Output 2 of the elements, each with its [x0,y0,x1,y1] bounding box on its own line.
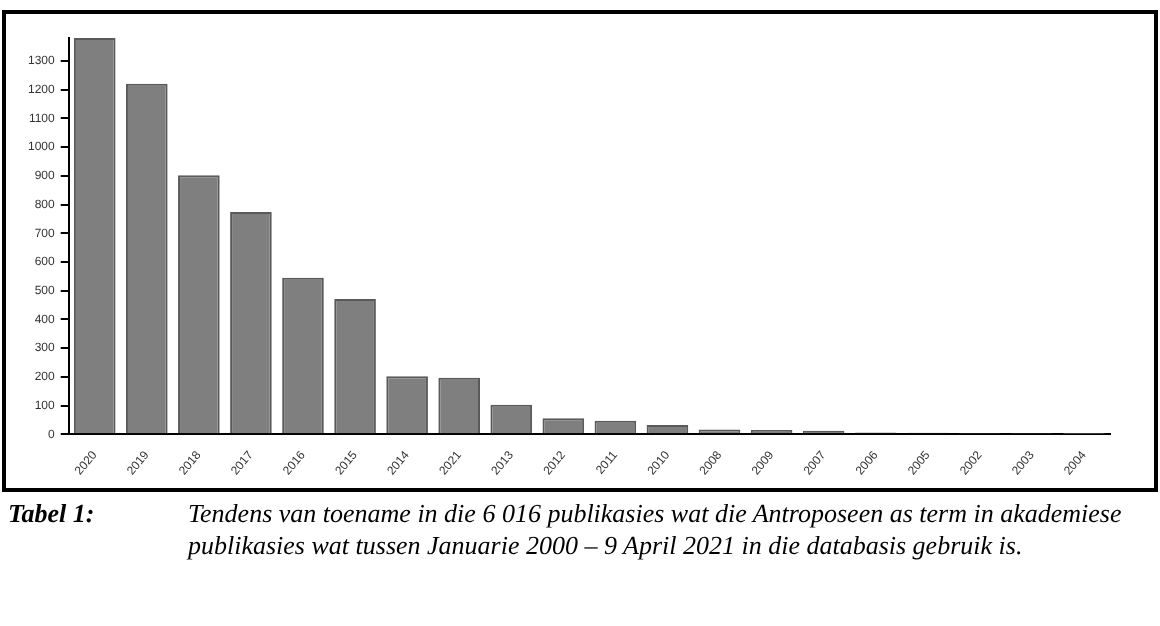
text: Tabel 1: [8,498,97,532]
text: Tendens van toename in die 6 016 publikasies wat die Antroposeen as term in akademiese publikasies wat tussen Januarie 2000 – 9 April 2021 in die databasis gebruik is. [188,498,1124,562]
